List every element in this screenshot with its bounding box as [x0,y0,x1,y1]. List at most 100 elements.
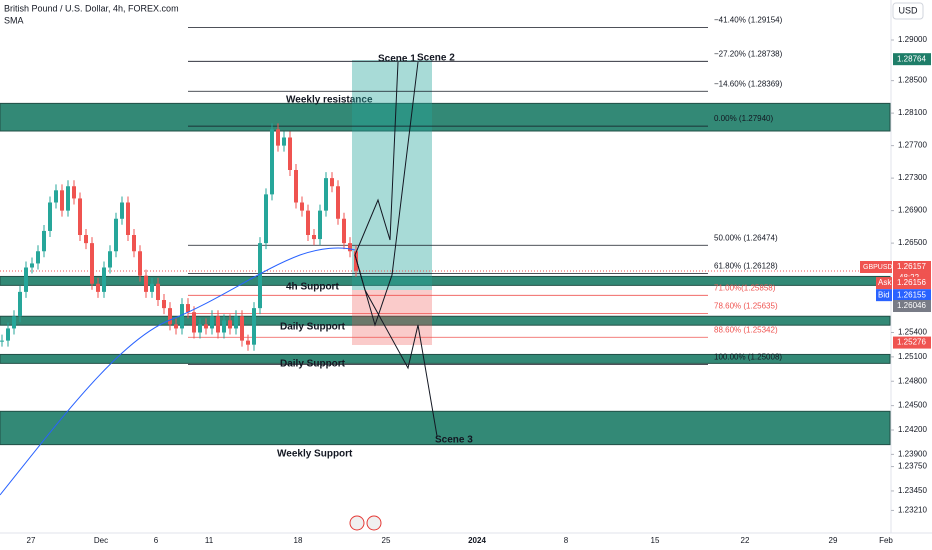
candle-body [222,320,226,333]
candle-body [276,129,280,146]
bid-badge-label: 1.26155 [897,290,926,299]
zone-label: 4h Support [286,282,339,293]
fib-label: 61.80% (1.26128) [714,261,778,270]
stop-box [352,290,432,345]
ask-badge [893,277,931,290]
ask-tag-label: Ask [878,278,892,287]
candle-body [264,194,268,244]
candle-body [30,263,34,268]
candle-body [42,230,46,252]
ask-tag [876,277,892,290]
bid-tag [876,289,892,302]
price-tick-label: 1.25400 [898,328,927,337]
candle-body [54,190,58,203]
candle-body [36,251,40,264]
price-tick-label: 1.23450 [898,486,927,495]
candle-body [210,316,214,329]
price-tick-label: 1.23210 [898,506,927,515]
scene-label: Scene 2 [417,53,455,64]
candle-body [342,218,346,244]
zone [0,315,891,326]
candle-body [324,178,328,211]
zone-label: Daily Support [280,322,346,333]
candle-body [168,308,172,325]
candle-body [258,243,262,309]
price-badge [893,300,931,313]
candle-body [312,235,316,240]
candle-body [354,251,358,271]
event-icons[interactable] [349,515,382,531]
zone [0,353,891,364]
fib-label: 71.00%(1.25858) [714,283,776,292]
zone [0,410,891,446]
date-label: 22 [741,536,750,545]
date-label: 18 [294,536,303,545]
price-badge-label: 1.28764 [897,54,926,63]
fib-label: −27.20% (1.28738) [714,49,783,58]
candle-body [318,210,322,240]
price-tick-label: 1.26900 [898,206,927,215]
price-badge [893,260,931,273]
candle-body [60,190,64,211]
candle-body [270,129,274,195]
indicator-name: SMA [4,15,24,25]
price-tick-label: 1.24500 [898,401,927,410]
candle-body [48,202,52,231]
date-label: 29 [829,536,838,545]
price-badge-label: 1.26046 [897,301,926,310]
date-label: 2024 [468,536,486,545]
candle-body [156,283,160,300]
date-label: 15 [651,536,660,545]
chart-title: British Pound / U.S. Dollar, 4h, FOREX.c… [4,3,179,13]
price-badge [893,53,931,66]
price-tick-label: 1.26500 [898,238,927,247]
candle-body [216,316,220,333]
fib-label: 78.60% (1.25635) [714,302,778,311]
candle-body [18,291,22,317]
symbol-label: GBPUSD [863,264,893,271]
zone-label: Weekly Support [277,449,353,460]
price-badge-label: 1.25276 [897,338,926,347]
target-box [352,60,432,290]
currency[interactable]: USD [898,5,918,15]
bid-tag-label: Bid [878,290,890,299]
candle-body [114,218,118,252]
candle-body [294,170,298,203]
symbol-badge [860,260,892,273]
date-label: 11 [205,536,214,545]
candle-body [6,328,10,341]
candle-body [120,202,124,219]
candle-body [84,235,88,244]
candle-body [132,235,136,252]
fib-label: −14.60% (1.28369) [714,79,783,88]
price-badge [893,336,931,349]
price-badge-label: 1.26157 [897,262,926,271]
currency-button[interactable] [892,2,924,20]
candle-body [288,137,292,170]
candle-body [330,178,334,187]
candle-body [0,340,4,342]
candle-body [24,267,28,292]
candle-body [144,275,148,292]
ask-badge-label: 1.26156 [897,278,926,287]
price-tick-label: 1.27300 [898,173,927,182]
price-tick-label: 1.23900 [898,449,927,458]
sma-line [0,247,356,496]
candle-body [72,186,76,199]
candle-body [300,202,304,211]
candle-body [12,316,16,329]
zone-label: Weekly resistance [286,95,373,106]
candle-body [234,316,238,329]
price-tick-label: 1.24200 [898,425,927,434]
fib-label: 0.00% (1.27940) [714,114,773,123]
candle-body [204,324,208,329]
candle-body [78,198,82,235]
candle-body [150,283,154,292]
date-label: 25 [382,536,391,545]
candle-body [108,251,112,268]
date-label: Dec [94,536,108,545]
price-tick-label: 1.27700 [898,141,927,150]
scene-label: Scene 1 [378,54,416,65]
